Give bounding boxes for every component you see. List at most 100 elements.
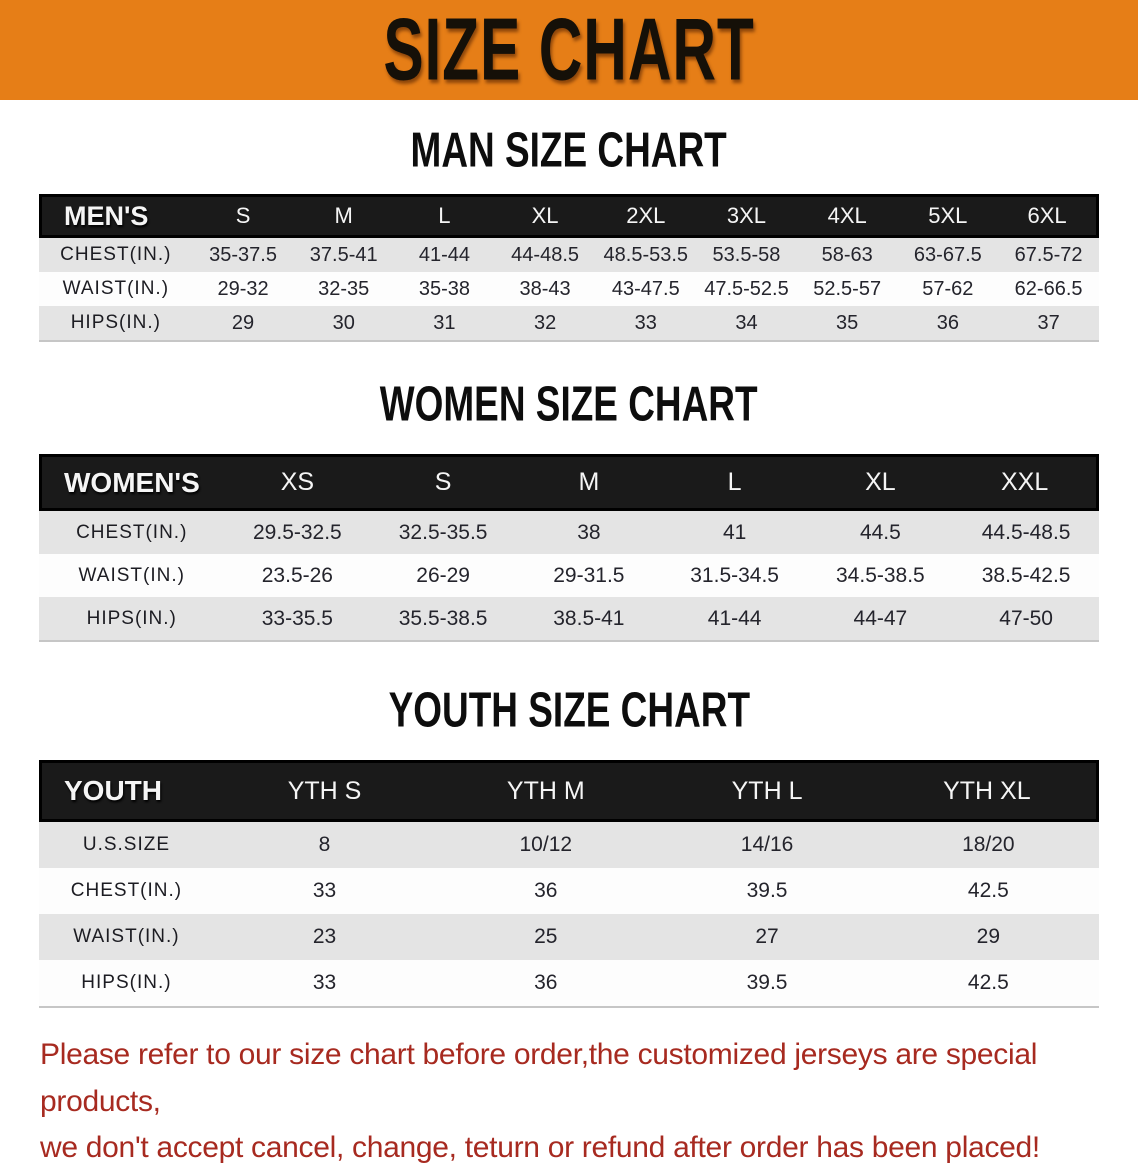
women-section-title-text: WOMEN SIZE CHART: [380, 375, 758, 432]
size-column-header: S: [370, 454, 516, 511]
size-column-header: XL: [494, 194, 596, 238]
measurement-cell: 33-35.5: [224, 597, 371, 640]
measurement-cell: 35-38: [394, 272, 495, 306]
measurement-row: CHEST(IN.) 29.5-32.5 32.5-35.5 38 41 44.5 44.5…: [39, 511, 1099, 554]
measurement-cell: 34: [696, 306, 797, 340]
measurement-cell: 38.5-42.5: [953, 554, 1099, 597]
size-column-header: M: [293, 194, 395, 238]
row-label: HIPS(IN.): [39, 597, 225, 640]
measurement-cell: 10/12: [435, 822, 657, 868]
measurement-row: WAIST(IN.) 29-32 32-35 35-38 38-43 43-47.5 47.…: [39, 272, 1099, 306]
banner-title: SIZE CHART: [383, 1, 755, 99]
men-section-title: MAN SIZE CHART: [0, 122, 1138, 177]
row-label: U.S.SIZE: [39, 822, 214, 868]
measurement-cell: 27: [656, 914, 878, 960]
measurement-cell: 36: [435, 868, 657, 914]
measurement-cell: 57-62: [897, 272, 999, 306]
men-size-table: MEN'S S M L XL 2XL 3XL 4XL 5XL 6XL CHEST(IN.) 35-37…: [39, 194, 1099, 342]
measurement-cell: 29.5-32.5: [224, 511, 371, 554]
measurement-cell: 32-35: [293, 272, 395, 306]
size-column-header: 3XL: [696, 194, 797, 238]
men-section-title-text: MAN SIZE CHART: [410, 121, 728, 178]
measurement-row: CHEST(IN.) 33 36 39.5 42.5: [39, 868, 1099, 914]
measurement-cell: 35-37.5: [192, 238, 294, 272]
measurement-row: WAIST(IN.) 23 25 27 29: [39, 914, 1099, 960]
measurement-cell: 47-50: [953, 597, 1099, 640]
measurement-cell: 48.5-53.5: [595, 238, 697, 272]
measurement-cell: 23.5-26: [224, 554, 371, 597]
size-column-header: L: [661, 454, 808, 511]
size-column-header: YTH S: [213, 760, 436, 822]
measurement-cell: 32.5-35.5: [370, 511, 516, 554]
measurement-cell: 36: [435, 960, 657, 1006]
measurement-cell: 44.5-48.5: [953, 511, 1099, 554]
measurement-cell: 62-66.5: [998, 272, 1099, 306]
measurement-row: U.S.SIZE 8 10/12 14/16 18/20: [39, 822, 1099, 868]
measurement-cell: 42.5: [877, 960, 1099, 1006]
women-size-table: WOMEN'S XS S M L XL XXL CHEST(IN.) 29.5-32.5 32.5…: [39, 454, 1099, 642]
measurement-cell: 41-44: [394, 238, 495, 272]
footer-note-line1: Please refer to our size chart before or…: [40, 1038, 1038, 1118]
measurement-cell: 26-29: [370, 554, 516, 597]
measurement-cell: 32: [494, 306, 596, 340]
men-group-label: MEN'S: [39, 194, 193, 238]
size-column-header: XXL: [953, 454, 1099, 511]
measurement-cell: 34.5-38.5: [807, 554, 954, 597]
row-label: CHEST(IN.): [39, 238, 193, 272]
youth-group-label: YOUTH: [39, 760, 214, 822]
measurement-cell: 63-67.5: [897, 238, 999, 272]
youth-section-title: YOUTH SIZE CHART: [0, 682, 1138, 737]
measurement-row: CHEST(IN.) 35-37.5 37.5-41 41-44 44-48.5 48.5…: [39, 238, 1099, 272]
row-label: CHEST(IN.): [39, 511, 225, 554]
youth-table-header-row: YOUTH YTH S YTH M YTH L YTH XL: [39, 760, 1099, 822]
measurement-cell: 29-32: [192, 272, 294, 306]
measurement-cell: 44-47: [807, 597, 954, 640]
measurement-cell: 39.5: [656, 868, 878, 914]
measurement-cell: 35.5-38.5: [370, 597, 516, 640]
row-label: HIPS(IN.): [39, 960, 214, 1006]
measurement-cell: 37.5-41: [293, 238, 395, 272]
measurement-cell: 33: [595, 306, 697, 340]
size-column-header: YTH L: [656, 760, 878, 822]
youth-size-table: YOUTH YTH S YTH M YTH L YTH XL U.S.SIZE 8 10/12…: [39, 760, 1099, 1008]
measurement-row: HIPS(IN.) 33 36 39.5 42.5: [39, 960, 1099, 1006]
size-column-header: YTH XL: [877, 760, 1099, 822]
measurement-cell: 23: [213, 914, 436, 960]
measurement-cell: 67.5-72: [998, 238, 1099, 272]
measurement-cell: 47.5-52.5: [696, 272, 797, 306]
size-column-header: 4XL: [796, 194, 898, 238]
youth-size-section: YOUTH SIZE CHART YOUTH YTH S YTH M YTH L YTH…: [0, 682, 1138, 1008]
size-column-header: 5XL: [897, 194, 999, 238]
measurement-cell: 29: [877, 914, 1099, 960]
measurement-cell: 42.5: [877, 868, 1099, 914]
measurement-cell: 31.5-34.5: [661, 554, 808, 597]
measurement-cell: 36: [897, 306, 999, 340]
measurement-cell: 30: [293, 306, 395, 340]
row-label: WAIST(IN.): [39, 554, 225, 597]
measurement-row: WAIST(IN.) 23.5-26 26-29 29-31.5 31.5-34.5 34…: [39, 554, 1099, 597]
measurement-row: HIPS(IN.) 29 30 31 32 33 34 35 36 37: [39, 306, 1099, 340]
measurement-cell: 8: [213, 822, 436, 868]
youth-section-title-text: YOUTH SIZE CHART: [388, 681, 750, 738]
size-column-header: XS: [224, 454, 371, 511]
banner: SIZE CHART: [0, 0, 1138, 100]
measurement-cell: 38.5-41: [516, 597, 662, 640]
measurement-cell: 53.5-58: [696, 238, 797, 272]
measurement-cell: 38-43: [494, 272, 596, 306]
size-column-header: YTH M: [435, 760, 657, 822]
size-column-header: L: [394, 194, 495, 238]
measurement-cell: 39.5: [656, 960, 878, 1006]
measurement-cell: 43-47.5: [595, 272, 697, 306]
row-label: CHEST(IN.): [39, 868, 214, 914]
measurement-cell: 37: [998, 306, 1099, 340]
measurement-cell: 31: [394, 306, 495, 340]
row-label: WAIST(IN.): [39, 914, 214, 960]
measurement-cell: 35: [796, 306, 898, 340]
measurement-cell: 18/20: [877, 822, 1099, 868]
measurement-cell: 44-48.5: [494, 238, 596, 272]
measurement-cell: 25: [435, 914, 657, 960]
women-group-label: WOMEN'S: [39, 454, 225, 511]
women-section-title: WOMEN SIZE CHART: [0, 376, 1138, 431]
size-column-header: S: [192, 194, 294, 238]
